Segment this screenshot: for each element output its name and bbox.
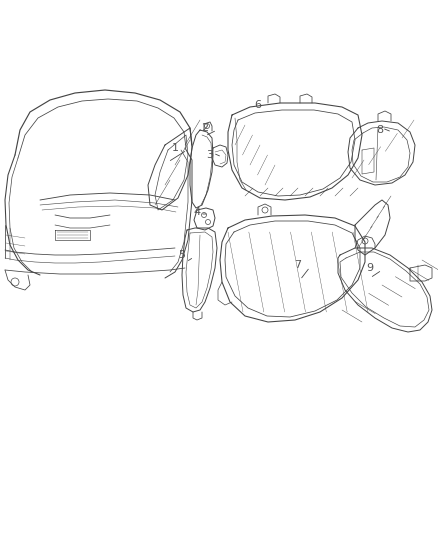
Text: 8: 8 bbox=[376, 125, 384, 135]
Text: 5: 5 bbox=[179, 250, 186, 260]
Text: 1: 1 bbox=[172, 143, 179, 153]
Text: 2: 2 bbox=[201, 123, 208, 133]
Text: 6: 6 bbox=[254, 100, 261, 110]
Text: 3: 3 bbox=[206, 150, 213, 160]
Text: 4: 4 bbox=[194, 207, 201, 217]
Text: 7: 7 bbox=[294, 260, 301, 270]
Text: 9: 9 bbox=[367, 263, 374, 273]
